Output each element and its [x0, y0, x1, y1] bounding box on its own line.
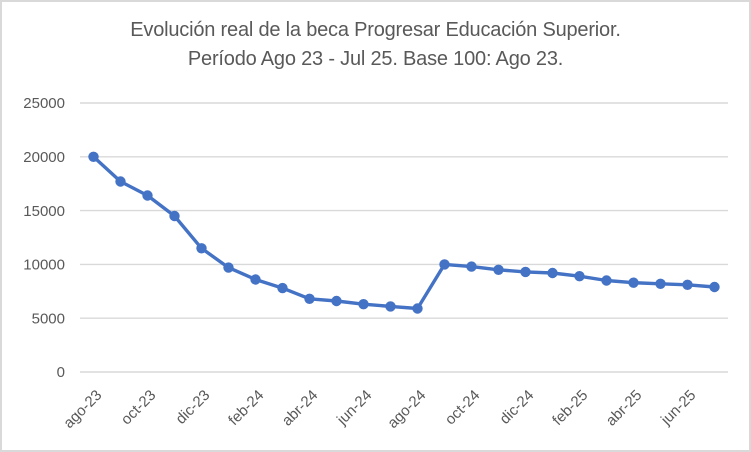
chart-title-line-2: Período Ago 23 - Jul 25. Base 100: Ago 2… [187, 48, 564, 70]
data-point [331, 295, 342, 307]
x-axis-tick-label: abr-25 [603, 387, 646, 430]
data-point [682, 279, 693, 290]
y-axis-tick-label: 15000 [23, 203, 65, 220]
data-point [196, 243, 207, 254]
data-point [358, 299, 369, 310]
y-axis-tick-label: 5000 [32, 310, 65, 327]
data-point [520, 266, 531, 278]
data-line [91, 155, 717, 311]
data-point [277, 282, 288, 294]
data-point [223, 262, 234, 273]
x-axis-tick-label: abr-24 [279, 387, 322, 430]
data-point [412, 303, 423, 314]
y-axis-tick-label: 0 [57, 364, 65, 381]
x-axis-tick-label: dic-23 [172, 387, 213, 428]
x-axis-tick-label: feb-25 [549, 387, 591, 429]
data-point [250, 274, 261, 285]
data-point [547, 267, 558, 279]
data-point [655, 278, 666, 289]
x-axis-tick-label: oct-24 [442, 387, 484, 429]
data-point [628, 277, 639, 288]
x-axis-tick-label: jun-24 [333, 387, 375, 429]
y-axis-tick-label: 10000 [23, 257, 65, 274]
data-point [601, 275, 612, 286]
x-axis-tick-label: ago-23 [60, 387, 105, 432]
data-point [115, 176, 126, 187]
data-point [439, 259, 450, 270]
data-point [88, 151, 99, 162]
y-axis-tick-label: 20000 [23, 149, 65, 166]
y-axis-tick-label: 25000 [23, 95, 65, 112]
data-point [493, 264, 504, 275]
data-point [385, 301, 396, 312]
data-point [304, 293, 315, 304]
chart-title: Evolución real de la beca Progresar Educ… [2, 16, 749, 74]
x-axis-tick-label: ago-24 [384, 387, 429, 432]
x-axis-tick-label: dic-24 [496, 387, 537, 428]
data-point [142, 190, 153, 201]
data-point [709, 281, 720, 293]
x-axis-tick-label: jun-25 [657, 387, 699, 429]
x-axis-tick-label: feb-24 [225, 387, 267, 429]
x-axis-tick-label: oct-23 [118, 387, 160, 429]
data-point [574, 271, 585, 282]
data-point [466, 261, 477, 272]
data-point [169, 210, 180, 222]
chart-title-line-1: Evolución real de la beca Progresar Educ… [130, 19, 621, 41]
